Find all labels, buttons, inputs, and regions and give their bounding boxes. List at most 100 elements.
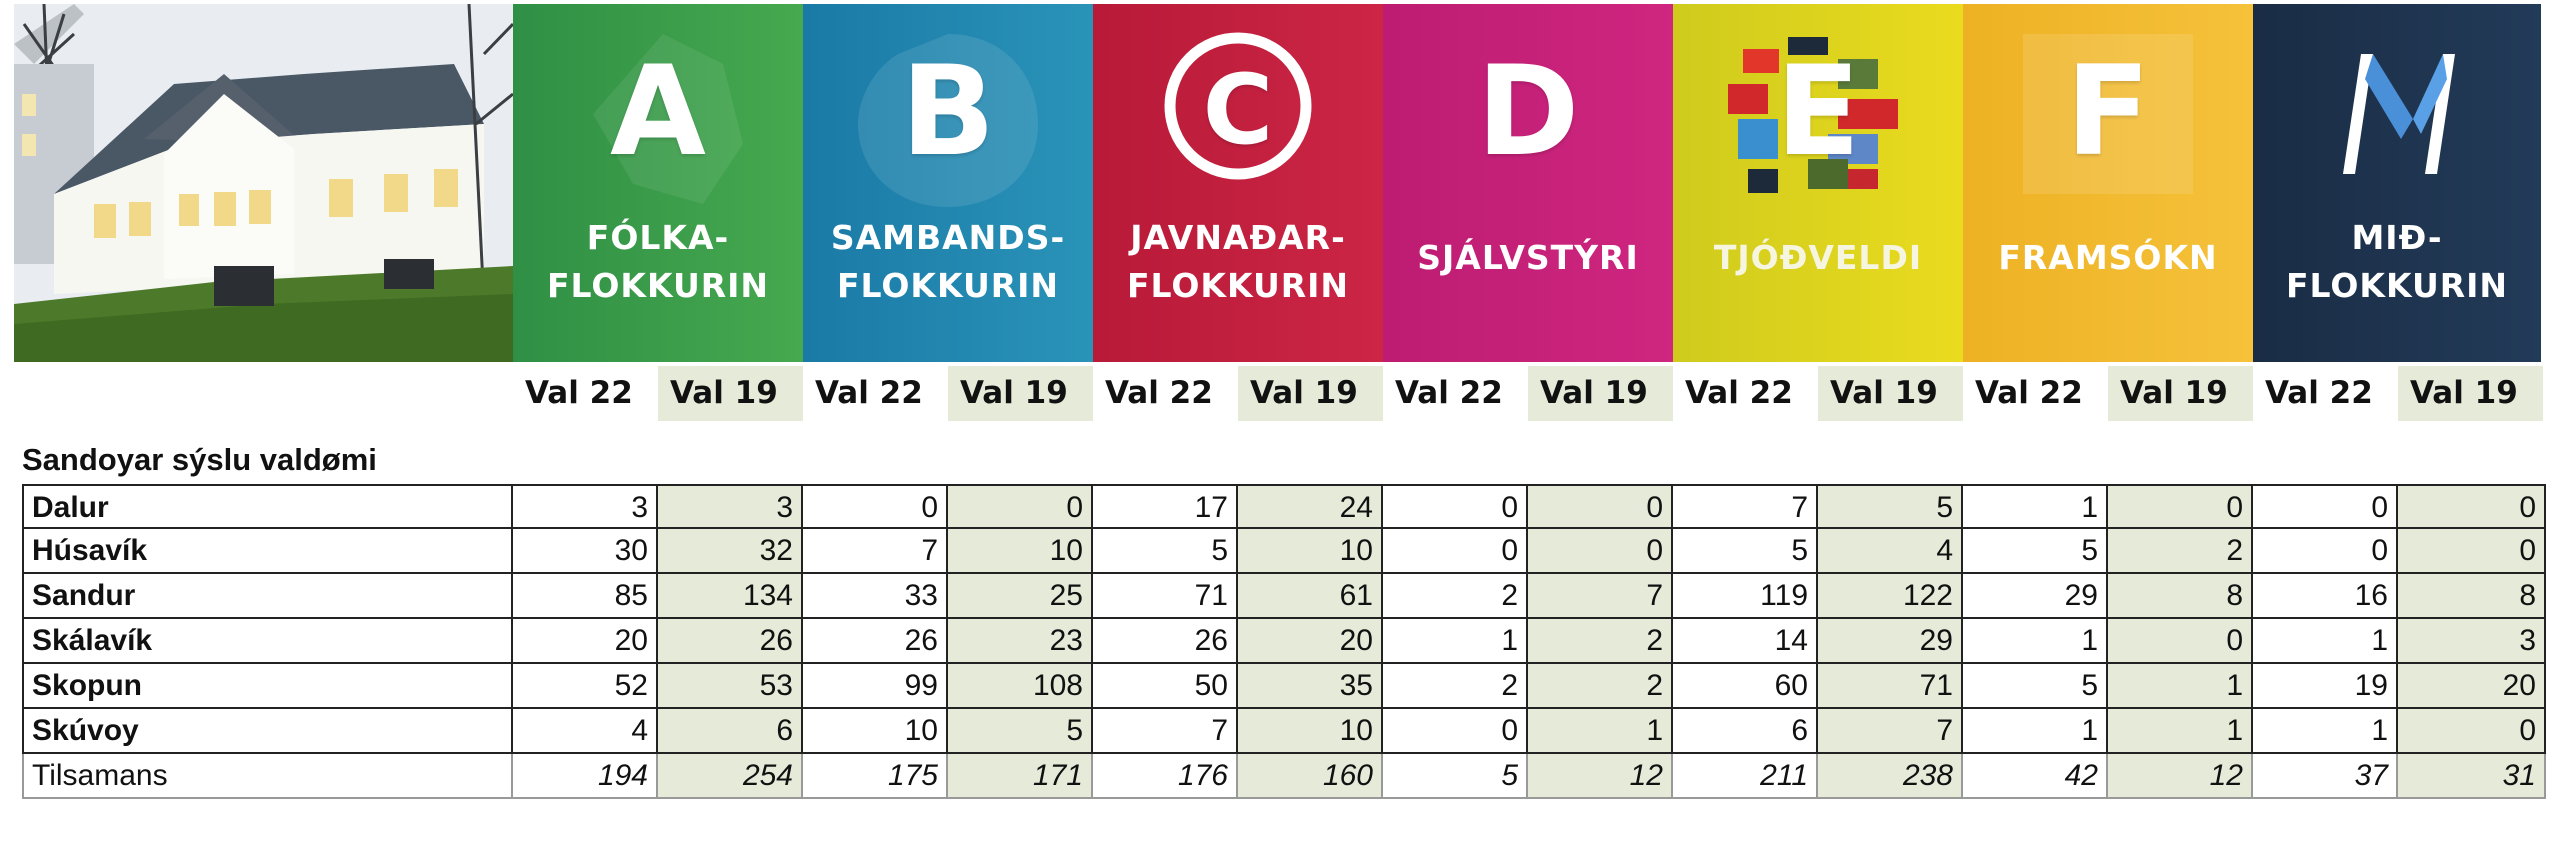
total-cell: 254 — [658, 754, 803, 799]
total-cell: 5 — [1383, 754, 1528, 799]
vote-cell: 5 — [1963, 529, 2108, 574]
village-name: Sandur — [22, 574, 513, 619]
vote-cell: 19 — [2253, 664, 2398, 709]
total-cell: 12 — [1528, 754, 1673, 799]
column-header: Val 19 — [2398, 366, 2543, 421]
party-name: JAVNAÐAR- FLOKKURIN — [1126, 218, 1350, 305]
vote-cell: 4 — [513, 709, 658, 754]
vote-cell: 24 — [1238, 484, 1383, 529]
total-cell: 194 — [513, 754, 658, 799]
party-letter: B — [900, 40, 996, 184]
vote-cell: 1 — [2253, 619, 2398, 664]
table-row: Dalur 3 3 0 0 17 24 0 0 7 5 1 0 0 0 — [22, 484, 2552, 529]
vote-cell: 3 — [658, 484, 803, 529]
vote-cell: 0 — [1383, 709, 1528, 754]
vote-cell: 3 — [2398, 619, 2546, 664]
total-row: Tilsamans 194 254 175 171 176 160 5 12 211 238 42 12… — [22, 754, 2552, 799]
vote-cell: 4 — [1818, 529, 1963, 574]
vote-cell: 53 — [658, 664, 803, 709]
vote-cell: 85 — [513, 574, 658, 619]
total-cell: 37 — [2253, 754, 2398, 799]
section-title: Sandoyar sýslu valdømi — [22, 442, 377, 477]
vote-cell: 0 — [1383, 484, 1528, 529]
vote-cell: 0 — [2253, 529, 2398, 574]
midflokkurin-logo-icon — [2343, 54, 2455, 174]
party-banner-c: C JAVNAÐAR- FLOKKURIN — [1093, 4, 1383, 362]
vote-cell: 0 — [1528, 484, 1673, 529]
vote-cell: 10 — [1238, 529, 1383, 574]
vote-cell: 8 — [2398, 574, 2546, 619]
table-row: Skúvoy 4 6 10 5 7 10 0 1 6 7 1 1 1 0 — [22, 709, 2552, 754]
village-name: Skopun — [22, 664, 513, 709]
vote-cell: 2 — [1528, 664, 1673, 709]
column-header: Val 19 — [1528, 366, 1673, 421]
vote-cell: 35 — [1238, 664, 1383, 709]
village-name: Skálavík — [22, 619, 513, 664]
vote-cell: 7 — [803, 529, 948, 574]
party-name: FÓLKA- FLOKKURIN — [546, 218, 770, 305]
vote-cell: 1 — [1963, 484, 2108, 529]
vote-cell: 1 — [1528, 709, 1673, 754]
column-header: Val 19 — [948, 366, 1093, 421]
vote-cell: 60 — [1673, 664, 1818, 709]
vote-cell: 7 — [1528, 574, 1673, 619]
column-header: Val 19 — [1818, 366, 1963, 421]
column-header: Val 22 — [815, 375, 923, 411]
vote-cell: 0 — [2398, 529, 2546, 574]
vote-cell: 0 — [1383, 529, 1528, 574]
column-header: Val 22 — [1975, 375, 2083, 411]
vote-cell: 0 — [2398, 709, 2546, 754]
vote-cell: 1 — [1383, 619, 1528, 664]
vote-cell: 1 — [2253, 709, 2398, 754]
vote-cell: 17 — [1093, 484, 1238, 529]
village-name: Dalur — [22, 484, 513, 529]
vote-cell: 5 — [1963, 664, 2108, 709]
vote-cell: 7 — [1093, 709, 1238, 754]
total-cell: 176 — [1093, 754, 1238, 799]
vote-cell: 0 — [803, 484, 948, 529]
column-header: Val 22 — [525, 375, 633, 411]
vote-cell: 5 — [1818, 484, 1963, 529]
vote-cell: 10 — [1238, 709, 1383, 754]
total-cell: 160 — [1238, 754, 1383, 799]
vote-cell: 25 — [948, 574, 1093, 619]
vote-cell: 0 — [2108, 484, 2253, 529]
vote-cell: 2 — [1528, 619, 1673, 664]
vote-cell: 10 — [948, 529, 1093, 574]
column-header: Val 19 — [1238, 366, 1383, 421]
vote-cell: 29 — [1818, 619, 1963, 664]
vote-cell: 119 — [1673, 574, 1818, 619]
vote-cell: 26 — [803, 619, 948, 664]
vote-cell: 26 — [1093, 619, 1238, 664]
vote-cell: 50 — [1093, 664, 1238, 709]
party-letter: A — [610, 40, 706, 184]
vote-cell: 7 — [1673, 484, 1818, 529]
vote-cell: 16 — [2253, 574, 2398, 619]
party-banner-d: D SJÁLVSTÝRI — [1383, 4, 1673, 362]
total-cell: 211 — [1673, 754, 1818, 799]
building-photo — [14, 4, 513, 362]
column-header: Val 22 — [1685, 375, 1793, 411]
party-name: FRAMSÓKN — [1998, 238, 2218, 277]
party-name: SAMBANDS- FLOKKURIN — [830, 218, 1066, 305]
vote-cell: 20 — [1238, 619, 1383, 664]
vote-cell: 2 — [1383, 664, 1528, 709]
table-row: Skopun 52 53 99 108 50 35 2 2 60 71 5 1 19 20 — [22, 664, 2552, 709]
vote-cell: 71 — [1093, 574, 1238, 619]
vote-cell: 0 — [948, 484, 1093, 529]
vote-cell: 0 — [2253, 484, 2398, 529]
column-header: Val 22 — [1395, 375, 1503, 411]
column-header: Val 22 — [1105, 375, 1213, 411]
vote-cell: 23 — [948, 619, 1093, 664]
total-cell: 238 — [1818, 754, 1963, 799]
vote-cell: 71 — [1818, 664, 1963, 709]
vote-cell: 1 — [2108, 709, 2253, 754]
vote-cell: 26 — [658, 619, 803, 664]
vote-cell: 122 — [1818, 574, 1963, 619]
vote-cell: 1 — [1963, 619, 2108, 664]
vote-cell: 5 — [1673, 529, 1818, 574]
party-banner-e: E TJÓÐVELDI — [1673, 4, 1963, 362]
vote-cell: 6 — [658, 709, 803, 754]
party-letter: C — [1202, 54, 1274, 166]
mosaic-icon — [1728, 37, 1898, 193]
